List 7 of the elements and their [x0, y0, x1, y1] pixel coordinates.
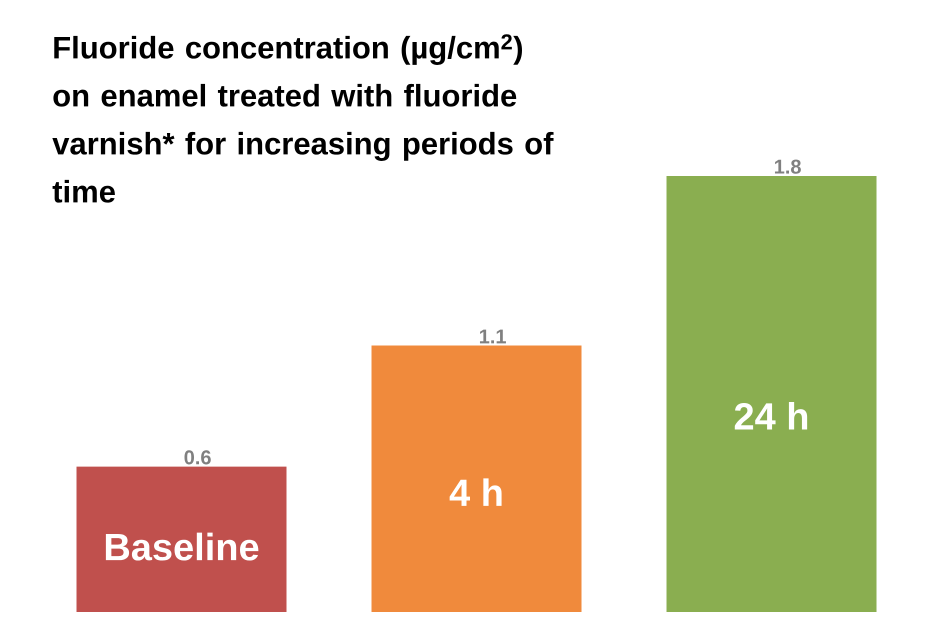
x-tick-label: 4 h: [450, 478, 502, 506]
data-label: 1.8: [774, 160, 801, 174]
x-tick-label: 24 h: [734, 402, 808, 430]
data-label: 0.6: [184, 450, 211, 464]
chart-title: Fluoride concentration (µg/cm$^{2}$) on enamel treated with fluoride varnish* for increasing periods of time: [52, 34, 554, 203]
data-label: 1.1: [480, 330, 506, 344]
x-tick-label: Baseline: [106, 532, 258, 561]
